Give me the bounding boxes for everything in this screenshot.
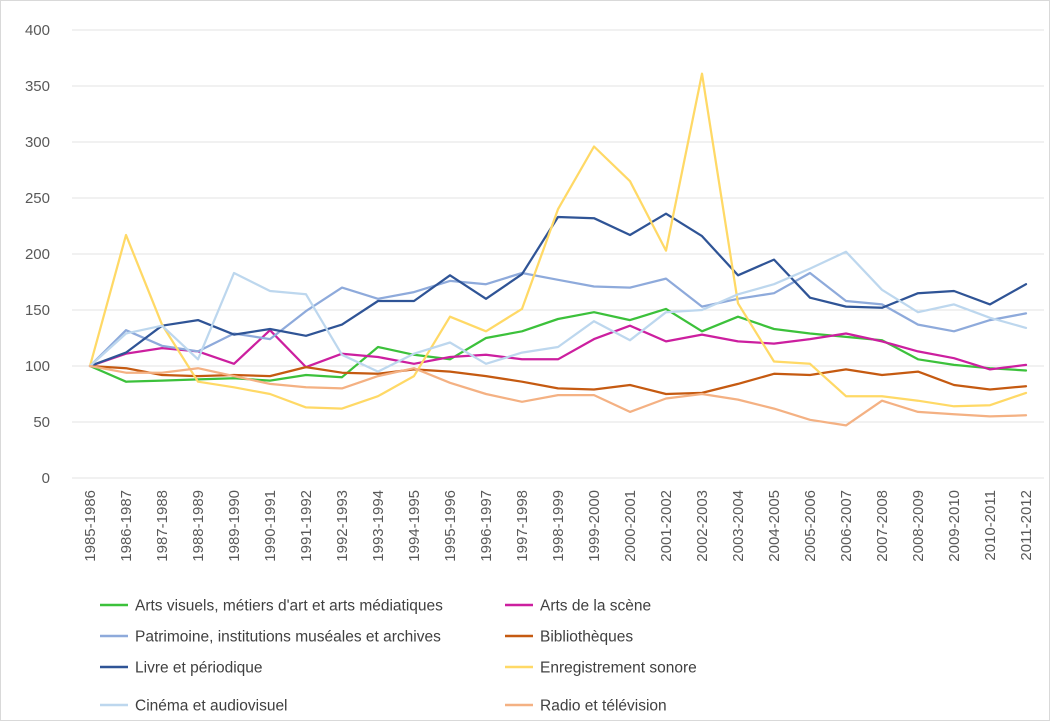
y-tick-label: 250 [25, 190, 50, 207]
x-tick-label: 2011-2012 [1018, 490, 1035, 561]
series-line [88, 271, 1028, 368]
x-tick-label: 1987-1988 [154, 490, 171, 562]
legend-label: Arts de la scène [540, 598, 651, 615]
x-tick-label: 1997-1998 [514, 490, 531, 562]
x-tick-label: 2006-2007 [838, 490, 855, 562]
x-tick-label: 1988-1989 [190, 490, 207, 562]
x-tick-label: 2008-2009 [910, 490, 927, 562]
series-lines [88, 72, 1028, 427]
x-tick-label: 1989-1990 [226, 490, 243, 562]
y-tick-label: 150 [25, 302, 50, 319]
x-tick-label: 1986-1987 [118, 490, 135, 562]
y-tick-label: 50 [33, 414, 50, 431]
legend-label: Bibliothèques [540, 629, 633, 646]
y-tick-label: 350 [25, 78, 50, 95]
x-tick-label: 1992-1993 [334, 490, 351, 562]
y-tick-label: 200 [25, 246, 50, 263]
legend-label: Enregistrement sonore [540, 660, 697, 677]
x-tick-label: 1998-1999 [550, 490, 567, 562]
legend-label: Cinéma et audiovisuel [135, 698, 288, 715]
legend-label: Livre et périodique [135, 660, 263, 677]
gridlines [72, 29, 1044, 479]
x-tick-label: 2000-2001 [622, 490, 639, 562]
series-line [88, 324, 1028, 371]
x-axis: 1985-1986 1986-1987 1987-1988 1988-1989 1989… [82, 490, 1035, 562]
series-line [88, 364, 1028, 396]
y-tick-label: 400 [25, 22, 50, 39]
x-tick-label: 2010-2011 [982, 490, 999, 561]
series-line [88, 72, 1028, 410]
legend-label: Patrimoine, institutions muséales et arc… [135, 629, 441, 646]
series-line [88, 212, 1028, 368]
y-axis: 0 50 100 150 200 250 300 350 400 [25, 22, 50, 487]
x-tick-label: 1995-1996 [442, 490, 459, 562]
x-tick-label: 2003-2004 [730, 490, 747, 562]
x-tick-label: 2009-2010 [946, 490, 963, 562]
x-tick-label: 1993-1994 [370, 490, 387, 562]
legend: Arts visuels, métiers d'art et arts médi… [100, 598, 697, 715]
series-line [88, 250, 1028, 373]
x-tick-label: 1994-1995 [406, 490, 423, 562]
x-tick-label: 1996-1997 [478, 490, 495, 562]
x-tick-label: 2002-2003 [694, 490, 711, 562]
legend-label: Radio et télévision [540, 698, 667, 715]
x-tick-label: 2007-2008 [874, 490, 891, 562]
series-line [88, 364, 1028, 427]
x-tick-label: 1985-1986 [82, 490, 99, 562]
x-tick-label: 1990-1991 [262, 490, 279, 562]
y-tick-label: 0 [42, 470, 50, 487]
x-tick-label: 1999-2000 [586, 490, 603, 562]
x-tick-label: 1991-1992 [298, 490, 315, 562]
x-tick-label: 2004-2005 [766, 490, 783, 562]
x-tick-label: 2005-2006 [802, 490, 819, 562]
y-tick-label: 100 [25, 358, 50, 375]
x-tick-label: 2001-2002 [658, 490, 675, 562]
y-tick-label: 300 [25, 134, 50, 151]
legend-label: Arts visuels, métiers d'art et arts médi… [135, 598, 443, 615]
